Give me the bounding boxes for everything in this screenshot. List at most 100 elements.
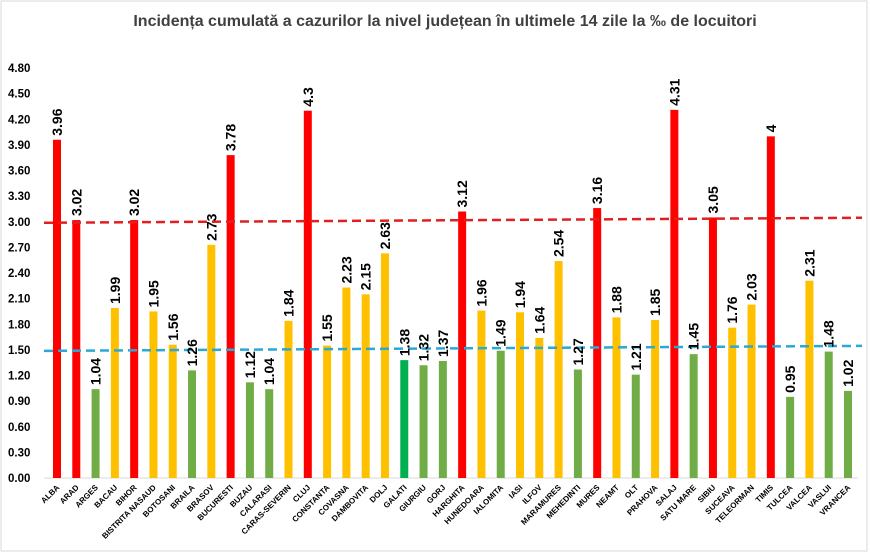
value-label: 3.02	[126, 189, 142, 216]
reference-line	[43, 344, 863, 353]
value-label: 2.03	[744, 273, 760, 300]
value-label: 1.45	[686, 323, 702, 350]
bar	[573, 369, 582, 478]
value-label: 1.96	[473, 279, 489, 306]
value-label: 1.04	[261, 358, 277, 385]
y-tick-label: 2.10	[8, 294, 30, 306]
bar	[380, 253, 389, 478]
value-label: 1.64	[531, 306, 547, 333]
value-label: 1.85	[647, 289, 663, 316]
y-tick-label: 1.20	[8, 371, 30, 383]
y-tick-label: 3.90	[8, 140, 30, 152]
bar	[303, 110, 312, 478]
bar	[245, 382, 254, 478]
chart-title: Incidența cumulată a cazurilor la nivel …	[133, 13, 756, 30]
value-labels: 3.96 3.02 1.04 1.99 3.02 1.951.561.26 2.73 3.78…	[49, 78, 856, 392]
value-label: 1.48	[821, 320, 837, 347]
y-tick-label: 0.30	[8, 447, 30, 459]
value-label: 1.94	[512, 281, 528, 308]
bar	[188, 370, 197, 478]
bar	[805, 280, 814, 478]
bar	[477, 310, 486, 478]
y-tick-label: 2.70	[8, 242, 30, 254]
bar	[708, 217, 717, 478]
value-label: 1.99	[107, 277, 123, 304]
bar	[110, 308, 119, 478]
value-label: 1.88	[608, 286, 624, 313]
bar	[612, 317, 621, 478]
reference-line	[43, 216, 863, 224]
value-label: 1.04	[88, 358, 104, 385]
y-tick-label: 1.50	[8, 345, 30, 357]
y-axis: 0.00 0.30 0.60 0.90 1.20 1.50 1.80 2.10 2.40 2.70…	[8, 63, 858, 485]
bar	[689, 354, 698, 478]
value-label: 2.15	[358, 263, 374, 290]
value-label: 4.31	[666, 78, 682, 105]
bar	[458, 211, 467, 478]
bar	[670, 109, 679, 479]
bar	[728, 327, 737, 478]
value-label: 0.95	[782, 365, 798, 392]
bar	[265, 389, 274, 478]
value-label: 1.27	[570, 338, 586, 365]
value-label: 2.31	[801, 249, 817, 276]
value-label: 1.95	[145, 280, 161, 307]
value-label: 3.96	[49, 108, 65, 135]
bar	[207, 244, 216, 478]
y-tick-label: 3.60	[8, 166, 30, 178]
y-tick-label: 1.80	[8, 319, 30, 331]
bar	[91, 389, 100, 478]
bar	[824, 351, 833, 478]
y-tick-label: 4.20	[8, 114, 30, 126]
bar	[72, 220, 81, 478]
value-label: 4.3	[300, 87, 316, 107]
bar	[496, 350, 505, 478]
value-label: 1.32	[416, 334, 432, 361]
bar	[438, 360, 447, 478]
value-label: 3.05	[705, 186, 721, 213]
value-label: 1.49	[493, 319, 509, 346]
value-label: 1.55	[319, 314, 335, 341]
y-tick-label: 0.90	[8, 396, 30, 408]
value-label: 3.78	[223, 124, 239, 151]
bar	[747, 304, 756, 478]
bar	[168, 344, 177, 478]
y-tick-label: 3.30	[8, 191, 30, 203]
bar	[786, 396, 795, 478]
bar	[844, 390, 852, 478]
value-label: 4	[763, 124, 779, 132]
value-label: 2.23	[338, 256, 354, 283]
value-label: 3.16	[589, 177, 605, 204]
value-label: 2.73	[203, 213, 219, 240]
value-label: 1.02	[840, 359, 856, 386]
value-label: 1.38	[396, 329, 412, 356]
bar	[284, 320, 293, 478]
bar	[516, 312, 525, 478]
bar	[53, 139, 61, 478]
value-label: 1.12	[242, 351, 258, 378]
bar	[554, 261, 563, 478]
bar	[361, 294, 370, 478]
bar	[419, 365, 428, 478]
bar	[535, 337, 544, 478]
bar	[651, 319, 660, 478]
value-label: 1.84	[281, 289, 297, 316]
bars	[53, 109, 852, 479]
bar	[631, 374, 640, 478]
bar	[149, 311, 158, 478]
value-label: 2.63	[377, 222, 393, 249]
value-label: 1.56	[165, 313, 181, 340]
bar	[323, 345, 332, 478]
value-label: 1.21	[628, 343, 644, 370]
value-label: 1.76	[724, 296, 740, 323]
bar	[766, 136, 775, 479]
value-label: 3.12	[454, 180, 470, 207]
value-label: 3.02	[68, 189, 84, 216]
y-tick-label: 3.00	[8, 217, 30, 229]
y-tick-label: 0.00	[8, 473, 30, 485]
y-tick-label: 0.60	[8, 422, 30, 434]
y-tick-label: 4.80	[8, 63, 30, 75]
value-label: 1.37	[435, 330, 451, 357]
